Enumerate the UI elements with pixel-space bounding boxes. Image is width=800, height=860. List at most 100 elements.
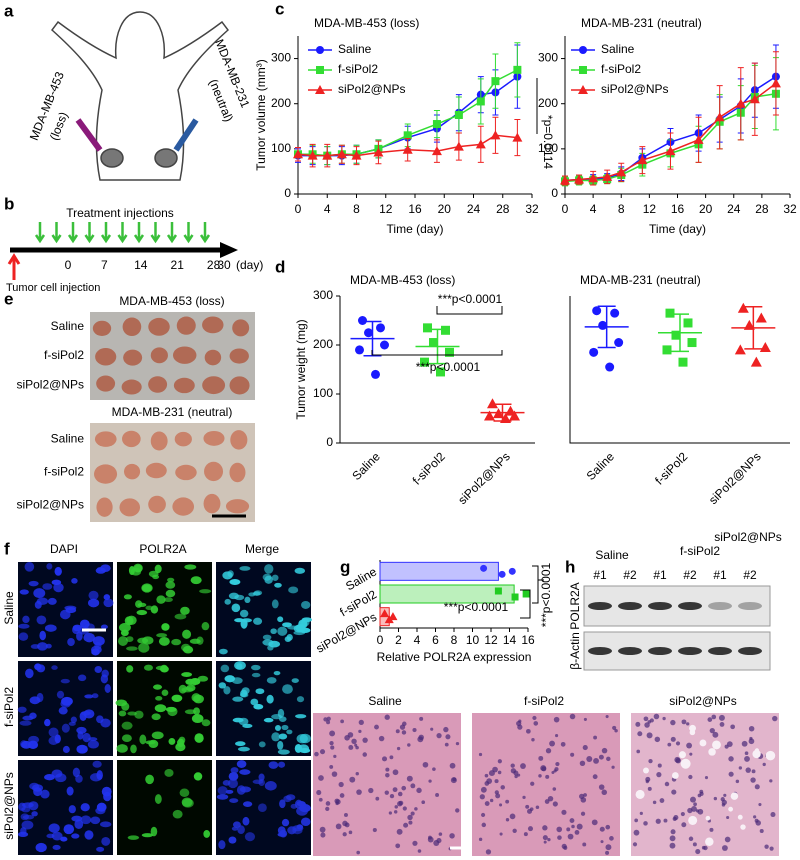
marker xyxy=(614,338,624,348)
tumor xyxy=(93,464,118,484)
vacuole xyxy=(688,815,698,825)
cell xyxy=(735,779,740,784)
cell xyxy=(323,717,328,722)
x-tick-label: 16 xyxy=(408,202,422,216)
tumor xyxy=(100,148,124,168)
nucleus xyxy=(266,694,274,704)
y-tick-label: 300 xyxy=(538,51,558,65)
cell xyxy=(754,784,760,790)
nucleus xyxy=(75,774,83,783)
marker xyxy=(605,362,615,372)
nucleus xyxy=(36,692,44,703)
vacuole xyxy=(728,806,734,812)
nucleus xyxy=(191,714,204,724)
tumor xyxy=(96,375,116,392)
cell xyxy=(397,801,403,807)
cell xyxy=(667,742,672,747)
x-tick-label: 24 xyxy=(467,202,481,216)
nucleus xyxy=(104,684,111,693)
nucleus xyxy=(228,771,239,781)
cell xyxy=(330,745,335,750)
nucleus xyxy=(88,590,99,601)
cell xyxy=(402,806,407,811)
nucleus xyxy=(137,602,147,607)
cell xyxy=(599,826,605,832)
marker xyxy=(602,171,613,181)
nucleus xyxy=(235,741,246,747)
photo-row-label: Saline xyxy=(51,432,85,446)
cell xyxy=(433,840,440,846)
nucleus xyxy=(66,786,74,796)
marker xyxy=(336,149,347,159)
vacuole xyxy=(643,767,649,774)
nucleus xyxy=(39,630,47,641)
marker xyxy=(589,347,599,357)
marker xyxy=(637,155,648,165)
band xyxy=(678,602,702,610)
nucleus xyxy=(250,698,259,706)
nucleus xyxy=(277,740,284,750)
cell xyxy=(586,756,593,762)
cell xyxy=(494,779,499,784)
cell xyxy=(726,815,730,820)
cell xyxy=(533,721,539,726)
panel-label: f xyxy=(4,539,10,558)
marker xyxy=(429,338,438,348)
nucleus xyxy=(33,787,42,797)
nucleus xyxy=(295,714,307,719)
blot-lane: #2 xyxy=(683,568,697,582)
cell xyxy=(384,790,389,795)
cell xyxy=(318,775,324,781)
band xyxy=(648,602,672,610)
tumor xyxy=(150,431,168,451)
nucleus xyxy=(177,738,185,748)
cell xyxy=(582,842,587,847)
nucleus xyxy=(197,675,209,682)
blot-lane: #1 xyxy=(713,568,727,582)
nucleus xyxy=(62,745,70,754)
injection-arrow xyxy=(183,222,194,244)
nucleus xyxy=(71,578,78,584)
injection-arrow xyxy=(100,222,112,244)
tumor xyxy=(148,376,168,393)
nucleus xyxy=(150,605,159,614)
injection-arrow xyxy=(166,222,178,244)
cell xyxy=(355,772,359,776)
nucleus xyxy=(199,589,212,594)
nucleus xyxy=(101,836,111,846)
nucleus xyxy=(151,731,164,740)
marker xyxy=(616,167,627,177)
cell xyxy=(560,741,566,747)
nucleus xyxy=(64,605,77,611)
marker xyxy=(574,174,585,184)
blot-row-label: β-Actin xyxy=(568,632,582,670)
nucleus xyxy=(224,675,236,683)
cell xyxy=(605,850,610,855)
photo-title: MDA-MB-231 (neutral) xyxy=(112,405,233,419)
nucleus xyxy=(51,831,63,841)
cell xyxy=(563,845,568,850)
tumor xyxy=(119,498,141,517)
marker xyxy=(749,94,760,104)
nucleus xyxy=(301,600,311,609)
nucleus xyxy=(273,670,281,676)
axis xyxy=(564,36,790,195)
marker xyxy=(445,347,454,357)
cell xyxy=(549,740,556,747)
legend-label: siPol2@NPs xyxy=(601,82,669,96)
nucleus xyxy=(216,794,229,800)
cell xyxy=(605,844,612,851)
photo-row-label: siPol2@NPs xyxy=(16,498,84,512)
cell xyxy=(569,713,576,720)
cell xyxy=(695,848,701,855)
x-tick-label: 10 xyxy=(466,633,480,647)
timeline-tick: 21 xyxy=(171,258,185,272)
cell xyxy=(709,727,715,734)
y-tick-label: 100 xyxy=(538,141,558,155)
x-tick-label: 20 xyxy=(438,202,452,216)
nucleus xyxy=(274,582,282,588)
cell xyxy=(417,736,424,743)
nucleus xyxy=(277,749,290,755)
cell xyxy=(582,745,588,751)
cell xyxy=(745,767,751,773)
